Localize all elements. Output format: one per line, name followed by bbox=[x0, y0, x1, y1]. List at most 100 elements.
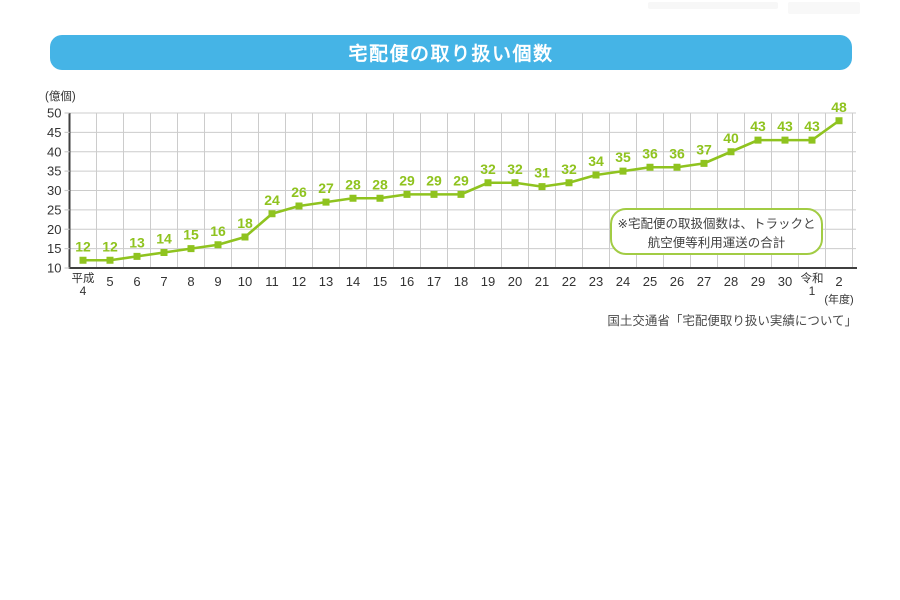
svg-text:20: 20 bbox=[47, 222, 61, 237]
data-point-label: 28 bbox=[345, 176, 361, 192]
data-point-marker bbox=[727, 148, 735, 156]
data-point-marker bbox=[457, 190, 465, 198]
annotation-line2: 航空便等利用運送の合計 bbox=[647, 236, 786, 251]
data-point-marker bbox=[673, 163, 681, 171]
data-point-marker bbox=[214, 241, 222, 249]
data-point-label: 48 bbox=[831, 99, 847, 115]
data-point-marker bbox=[241, 233, 249, 241]
x-axis-suffix: (年度) bbox=[824, 292, 853, 306]
svg-text:40: 40 bbox=[47, 144, 61, 159]
data-point-marker bbox=[79, 256, 87, 264]
data-point-marker bbox=[484, 179, 492, 187]
svg-text:14: 14 bbox=[346, 274, 360, 289]
data-point-label: 29 bbox=[399, 172, 415, 188]
data-point-marker bbox=[106, 256, 114, 264]
svg-text:16: 16 bbox=[400, 274, 414, 289]
data-point-label: 34 bbox=[588, 153, 604, 169]
data-point-marker bbox=[781, 136, 789, 144]
data-point-label: 29 bbox=[453, 172, 469, 188]
svg-text:平成: 平成 bbox=[72, 272, 95, 285]
svg-text:20: 20 bbox=[508, 274, 522, 289]
data-point-marker bbox=[511, 179, 519, 187]
data-point-marker bbox=[565, 179, 573, 187]
chart-title-banner: 宅配便の取り扱い個数 bbox=[50, 35, 852, 70]
data-point-marker bbox=[646, 163, 654, 171]
data-point-marker bbox=[538, 183, 546, 191]
data-point-label: 32 bbox=[507, 161, 523, 177]
svg-text:26: 26 bbox=[670, 274, 684, 289]
page-title: 宅配便の取り扱い個数 bbox=[348, 44, 554, 65]
svg-text:23: 23 bbox=[589, 274, 603, 289]
source-citation: 国土交通省「宅配便取り扱い実績について」 bbox=[607, 314, 857, 328]
data-point-label: 43 bbox=[804, 118, 820, 134]
data-point-label: 28 bbox=[372, 176, 388, 192]
svg-text:10: 10 bbox=[238, 274, 252, 289]
data-point-marker bbox=[754, 136, 762, 144]
annotation-box: ※宅配便の取扱個数は、トラックと 航空便等利用運送の合計 bbox=[610, 208, 823, 255]
svg-text:25: 25 bbox=[47, 202, 61, 217]
data-point-marker bbox=[835, 117, 843, 125]
data-point-label: 29 bbox=[426, 172, 442, 188]
data-point-label: 32 bbox=[480, 161, 496, 177]
svg-text:8: 8 bbox=[187, 274, 194, 289]
data-point-marker bbox=[187, 245, 195, 253]
svg-text:22: 22 bbox=[562, 274, 576, 289]
svg-text:19: 19 bbox=[481, 274, 495, 289]
svg-text:28: 28 bbox=[724, 274, 738, 289]
data-point-label: 18 bbox=[237, 215, 253, 231]
data-point-marker bbox=[322, 198, 330, 206]
data-point-label: 31 bbox=[534, 165, 550, 181]
data-point-marker bbox=[808, 136, 816, 144]
svg-text:35: 35 bbox=[47, 164, 61, 179]
data-point-marker bbox=[376, 194, 384, 202]
svg-text:29: 29 bbox=[751, 274, 765, 289]
data-point-label: 43 bbox=[750, 118, 766, 134]
data-point-label: 26 bbox=[291, 184, 307, 200]
svg-text:21: 21 bbox=[535, 274, 549, 289]
data-series bbox=[79, 117, 843, 264]
data-point-label: 40 bbox=[723, 130, 739, 146]
svg-text:1: 1 bbox=[809, 284, 816, 298]
svg-text:2: 2 bbox=[835, 274, 842, 289]
data-point-label: 12 bbox=[102, 238, 118, 254]
data-point-marker bbox=[160, 249, 168, 256]
data-point-label: 35 bbox=[615, 149, 631, 165]
data-point-marker bbox=[349, 194, 357, 202]
svg-text:5: 5 bbox=[106, 274, 113, 289]
svg-text:15: 15 bbox=[47, 241, 61, 256]
cropped-header-remnant bbox=[648, 0, 860, 16]
svg-text:30: 30 bbox=[47, 183, 61, 198]
data-point-label: 13 bbox=[129, 234, 145, 250]
svg-text:9: 9 bbox=[214, 274, 221, 289]
data-point-label: 14 bbox=[156, 231, 172, 247]
svg-text:10: 10 bbox=[47, 261, 61, 276]
svg-text:6: 6 bbox=[133, 274, 140, 289]
svg-text:15: 15 bbox=[373, 274, 387, 289]
data-point-label: 27 bbox=[318, 180, 334, 196]
data-point-marker bbox=[268, 210, 276, 218]
data-point-marker bbox=[403, 190, 411, 198]
data-point-label: 15 bbox=[183, 227, 199, 243]
svg-text:17: 17 bbox=[427, 274, 441, 289]
y-axis-tick-labels: 10 15 20 25 30 35 40 45 50 bbox=[47, 106, 70, 276]
data-point-label: 24 bbox=[264, 192, 280, 208]
data-value-labels: 12 12 13 14 15 16 18 24 26 27 28 28 29 29 29 32 32 31 32 34… bbox=[75, 99, 847, 255]
svg-text:4: 4 bbox=[80, 284, 87, 298]
svg-text:45: 45 bbox=[47, 125, 61, 140]
svg-text:25: 25 bbox=[643, 274, 657, 289]
y-axis-unit-label: (億個) bbox=[45, 91, 76, 103]
data-point-label: 16 bbox=[210, 223, 226, 239]
remnant-shape bbox=[648, 2, 778, 9]
data-point-marker bbox=[133, 252, 141, 260]
data-point-marker bbox=[295, 202, 303, 210]
svg-text:18: 18 bbox=[454, 274, 468, 289]
data-point-label: 32 bbox=[561, 161, 577, 177]
svg-text:24: 24 bbox=[616, 274, 630, 289]
data-point-label: 43 bbox=[777, 118, 793, 134]
data-point-label: 12 bbox=[75, 238, 91, 254]
svg-text:11: 11 bbox=[265, 274, 279, 289]
svg-text:30: 30 bbox=[778, 274, 792, 289]
